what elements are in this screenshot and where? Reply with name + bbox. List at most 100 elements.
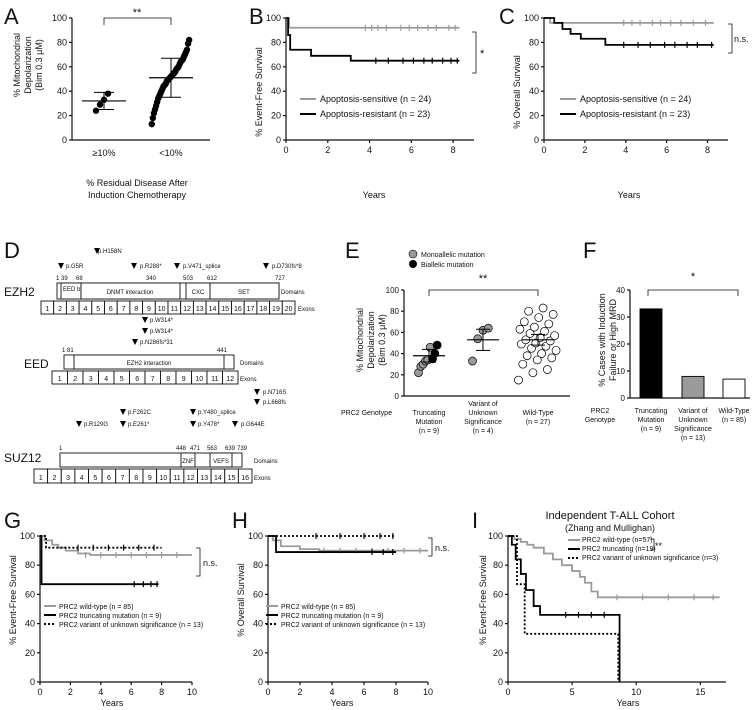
exon-label: 6 [109, 306, 113, 313]
y-tick-label: 60 [253, 589, 263, 599]
category-label: Wild-Type [522, 410, 553, 417]
data-point [430, 349, 440, 358]
y-tick-label: 40 [616, 286, 625, 295]
significance-bracket [650, 538, 655, 551]
legend-label-resistant: Apoptosis-resistant (n = 23) [320, 109, 430, 119]
axis-title: PRC2 Genotype [341, 410, 392, 417]
domain-label: EZH2 interaction [127, 361, 172, 367]
exon-label: 5 [93, 475, 97, 482]
mutation-label: p.Y478* [198, 422, 220, 428]
data-point [92, 107, 100, 114]
ylabel-line-2: Depolarization [23, 36, 33, 94]
exons-label: Exons [254, 476, 271, 482]
y-tick-label: 0 [30, 677, 35, 687]
data-point [148, 120, 155, 128]
category-labels: Truncating Mutation (n = 9) Variant of U… [413, 401, 554, 435]
y-tick-label: 80 [529, 37, 539, 47]
category-label: Mutation [638, 417, 665, 424]
y-tick-label: 40 [271, 86, 281, 96]
mutation-marker [94, 248, 100, 254]
xlabel: Years [363, 190, 386, 200]
exon-label: 11 [171, 306, 178, 313]
data-point [534, 313, 544, 322]
data-point [525, 329, 535, 338]
x-tick-label: 0 [283, 145, 288, 155]
exon-label: 3 [89, 376, 93, 383]
category-label: Mutation [416, 419, 443, 426]
panel-letter-b: B [249, 4, 264, 29]
y-tick-label: 80 [253, 560, 263, 570]
survival-curve-series-1 [508, 535, 621, 682]
category-label: Wild-Type [718, 408, 749, 415]
survival-curve-series-1 [40, 535, 159, 586]
exon-label: 9 [147, 306, 151, 313]
x-tick-label: 15 [695, 687, 705, 697]
data-point [473, 334, 483, 344]
category-label: (n = 27) [526, 419, 550, 426]
bar-1 [681, 375, 705, 399]
legend-label: PRC2 truncating mutation (n = 9) [59, 613, 162, 620]
exon-box [281, 300, 296, 315]
data-point [544, 319, 554, 329]
panel-c-chart: % Overall Survival 0 20 40 60 80 100 0 2 4 6 8 Yea… [512, 13, 749, 200]
mutation-label: p.D730fs*8 [272, 264, 302, 270]
mutation-marker [232, 421, 238, 427]
exon-label: 17 [247, 306, 255, 313]
x-tick-label: 0 [541, 145, 546, 155]
y-tick-label: 100 [524, 13, 539, 23]
legend-label: PRC2 variant of unknown significance (n … [59, 622, 203, 629]
legend-label: PRC2 variant of unknown significance (n … [281, 622, 425, 629]
position-number: 639 [225, 446, 236, 452]
significance-label: ** [479, 273, 488, 285]
x-tick-label: 4 [367, 145, 372, 155]
y-tick-label: 80 [57, 37, 67, 47]
x-tick-label: 6 [361, 687, 366, 697]
domain-box [209, 452, 233, 468]
survival-curve-series-1 [268, 535, 396, 553]
data-point [522, 351, 532, 361]
bar-2 [722, 378, 746, 399]
y-tick-label: 60 [25, 589, 35, 599]
axis-title-line: PRC2 [591, 408, 610, 415]
data-point [540, 326, 549, 336]
category-label: Unknown [468, 410, 497, 417]
ylabel-line-1: % Cases with Induction [597, 293, 607, 387]
mutation-label: p.W314* [150, 329, 174, 335]
significance-bracket [428, 537, 433, 557]
exon-label: 10 [158, 306, 166, 313]
ylabel: % Overall Survival [236, 563, 246, 637]
position-number: 612 [207, 276, 218, 282]
x-tick-label: 0 [265, 687, 270, 697]
exon-label: 16 [234, 306, 242, 313]
data-point [183, 46, 191, 53]
position-number: 503 [183, 276, 194, 282]
significance-label: n.s. [203, 558, 218, 568]
exons-label: Exons [240, 377, 257, 383]
significance-bracket [647, 289, 739, 296]
exon-label: 8 [134, 306, 138, 313]
mutation-label: p.N286fs*31 [140, 340, 174, 346]
ylabel: % Event-Free Survival [478, 555, 488, 645]
mutation-label: p.G5R [66, 264, 84, 270]
legend-label-monoallelic: Monoallelic mutation [421, 252, 485, 259]
exon-label: 6 [135, 376, 139, 383]
xlabel: Years [617, 698, 640, 708]
mutation-marker [254, 389, 260, 395]
suz12-gene-name: SUZ12 [4, 451, 42, 465]
data-point [548, 310, 558, 319]
exon-label: 8 [134, 475, 138, 482]
ylabel-line-3: (Bim 0.3 μM) [377, 314, 387, 366]
y-tick-label: 40 [253, 619, 263, 629]
y-tick-label: 0 [498, 677, 503, 687]
legend-label: PRC2 truncating (n=19) [582, 546, 656, 553]
mutation-marker [254, 399, 260, 405]
x-tick-label: 0 [37, 687, 42, 697]
mutation-label: p.L668fs [263, 400, 286, 406]
bar-0 [639, 308, 663, 399]
exon-label: 10 [195, 376, 203, 383]
mutation-label: p.E261* [128, 422, 150, 428]
panel-letter-h: H [232, 508, 248, 533]
panel-letter-d: D [4, 238, 20, 263]
domains-label: Domains [240, 361, 264, 367]
significance-label: ** [133, 7, 142, 19]
